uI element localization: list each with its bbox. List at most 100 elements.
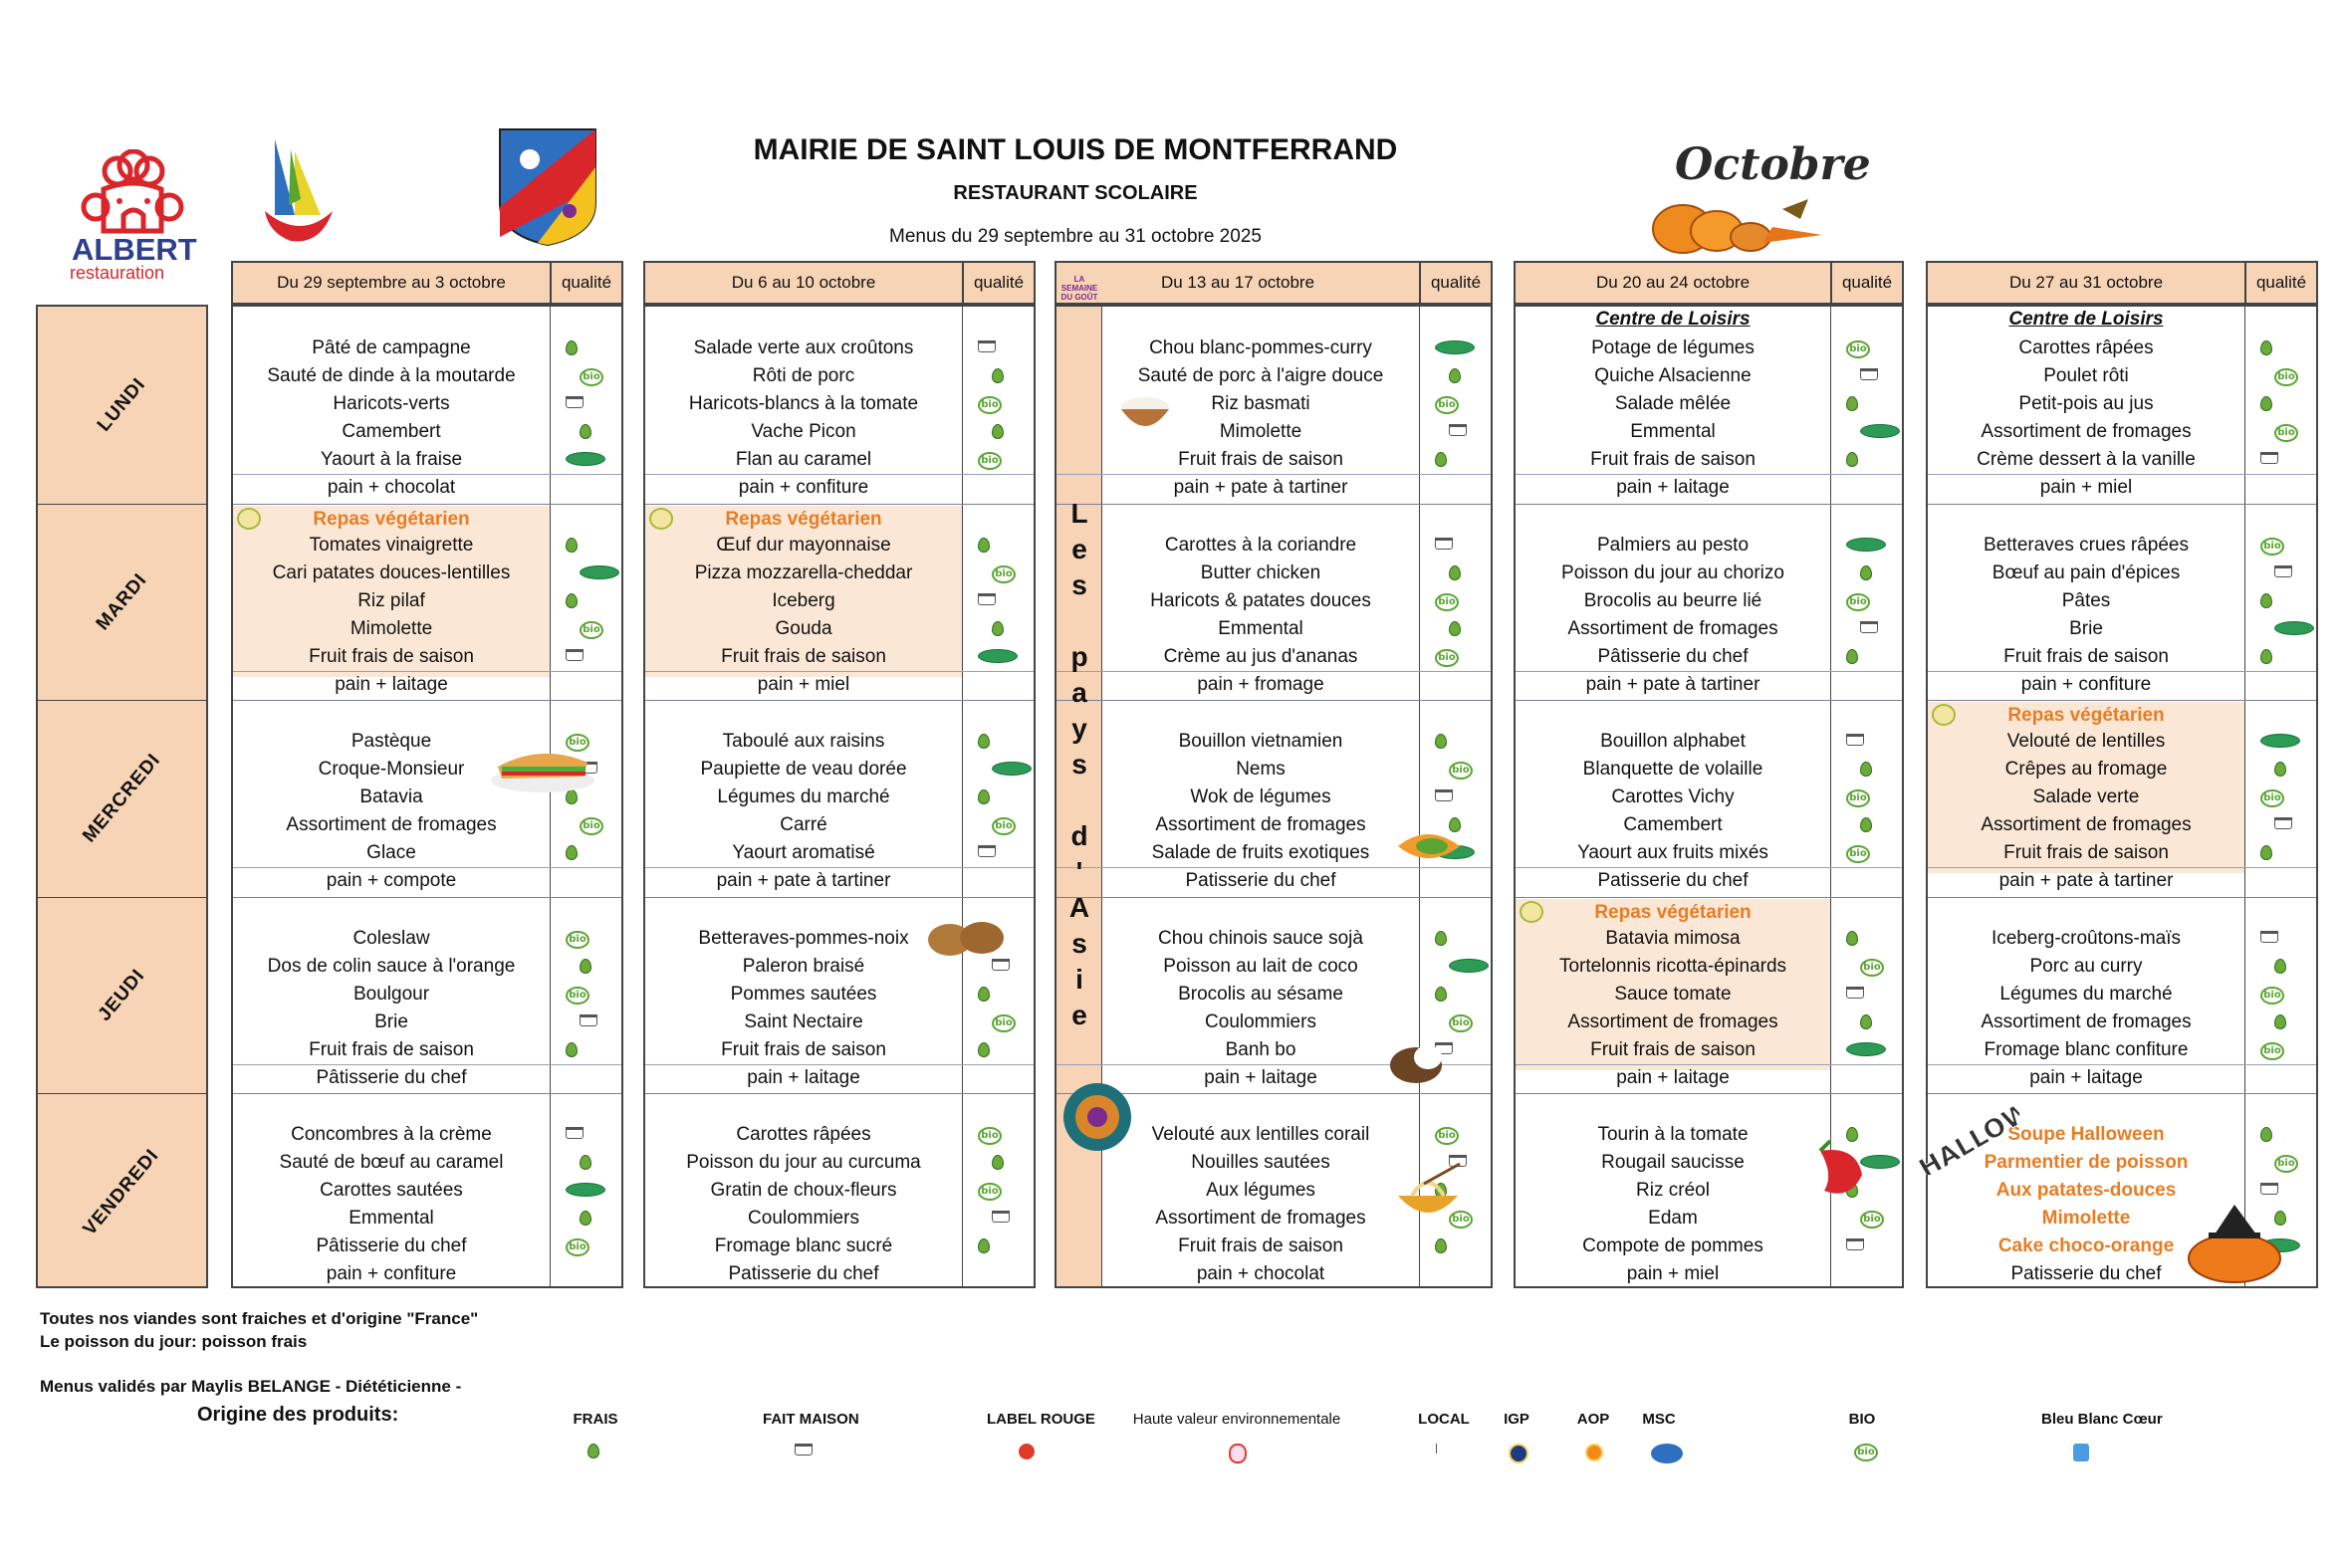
menu-item: Taboulé aux raisins: [722, 731, 885, 753]
legend-maison-icon: [795, 1444, 813, 1456]
day-cell-mardi: MARDI: [38, 503, 206, 701]
pumpkin-icon: [1652, 199, 1822, 254]
menu-item: Quiche Alsacienne: [1594, 365, 1752, 386]
coat-of-arms-logo: [498, 127, 597, 247]
vegetarian-band: [645, 505, 962, 677]
quality-divider: [962, 307, 963, 1286]
frais-icon: [2260, 845, 2272, 861]
menu-item: pain + laitage: [1616, 1066, 1730, 1088]
footer-note-meat: Toutes nos viandes sont fraiches et d'or…: [40, 1309, 479, 1328]
frais-icon: [2274, 1013, 2286, 1029]
menu-item: Brocolis au sésame: [1178, 983, 1343, 1005]
legend-label: Haute valeur environnementale: [1132, 1411, 1341, 1428]
peacock-icon: [1057, 1075, 1137, 1170]
day-separator: [1056, 1093, 1491, 1095]
label-icon: [992, 762, 1032, 777]
menu-item: Assortiment de fromages: [1567, 1010, 1778, 1032]
menu-item: Sauté de bœuf au caramel: [279, 1152, 504, 1174]
menu-item: Croque-Monsieur: [318, 759, 465, 781]
quality-header: qualité: [962, 263, 1034, 303]
fait-maison-icon: [1449, 424, 1467, 436]
theme-letter: s: [1071, 928, 1087, 959]
frais-icon: [1860, 762, 1872, 778]
semaine-du-gout-badge: LA SEMAINE DU GOÛT: [1060, 275, 1098, 302]
legend-label: Bleu Blanc Cœur: [2041, 1411, 2163, 1428]
day-separator: [233, 503, 621, 505]
menu-item: pain + miel: [1626, 1263, 1720, 1285]
menu-item: Carottes râpées: [2018, 337, 2154, 358]
label-icon: [2260, 734, 2300, 749]
day-separator: [645, 700, 1034, 702]
chef-icon: [81, 148, 184, 234]
fait-maison-icon: [1435, 537, 1453, 550]
label-icon: [978, 648, 1018, 663]
fait-maison-icon: [2260, 930, 2278, 943]
theme-letter: d: [1070, 820, 1088, 851]
chili-icon: [1804, 1135, 1874, 1210]
legend-msc-icon: [1651, 1444, 1683, 1463]
rice-bowl-icon: [1115, 393, 1175, 442]
fait-maison-icon: [2260, 1183, 2278, 1196]
bio-icon: bio: [1860, 958, 1884, 977]
menu-item: Fruit frais de saison: [309, 645, 474, 667]
day-separator: [1516, 700, 1902, 702]
bio-icon: bio: [2260, 537, 2284, 556]
menu-item: Bouillon vietnamien: [1178, 731, 1343, 753]
week-body: Centre de Loisirs Potage de légumes bio Qui…: [1514, 305, 1904, 1288]
bio-icon: bio: [1449, 1211, 1473, 1230]
bread-separator: [645, 474, 1034, 475]
label-icon: [1449, 958, 1489, 973]
menu-item: Fruit frais de saison: [1178, 449, 1343, 470]
theme-letter: p: [1070, 641, 1088, 672]
fait-maison-icon: [978, 845, 996, 858]
day-separator: [233, 700, 621, 702]
day-separator: [1928, 700, 2316, 702]
menu-item: Carottes sautées: [320, 1180, 463, 1202]
menu-item: Velouté de lentilles: [2006, 731, 2166, 753]
week-header: Du 29 septembre au 3 octobre qualité: [231, 261, 623, 305]
menu-item: pain + compote: [326, 870, 457, 892]
menu-item: Wok de légumes: [1190, 786, 1331, 808]
menu-item: Palmiers au pesto: [1596, 534, 1750, 556]
menu-item: Pâtes: [2061, 589, 2111, 611]
bread-separator: [233, 1063, 621, 1065]
bio-icon: bio: [1846, 592, 1870, 611]
bio-icon: bio: [1435, 592, 1459, 611]
theme-letter: L: [1070, 498, 1088, 529]
menu-item: Brie: [374, 1010, 408, 1032]
bread-separator: [1516, 670, 1902, 672]
month-word: Octobre: [1675, 139, 1871, 190]
menu-item: Yaourt à la fraise: [320, 449, 463, 470]
menu-item: Rougail saucisse: [1601, 1152, 1745, 1174]
menu-item: Aux patates-douces: [1995, 1180, 2177, 1202]
brand-tagline: restauration: [70, 263, 165, 283]
frais-icon: [1846, 452, 1858, 467]
fait-maison-icon: [2274, 817, 2292, 830]
bio-icon: bio: [1435, 396, 1459, 414]
frais-icon: [2260, 648, 2272, 664]
menu-item: Riz basmati: [1211, 393, 1310, 414]
week-date-label: Du 6 au 10 octobre: [731, 273, 876, 292]
brand-name: ALBERT: [72, 232, 197, 267]
menu-item: Banh bo: [1225, 1038, 1296, 1060]
menu-item: Mimolette: [350, 617, 433, 639]
menu-item: Dos de colin sauce à l'orange: [267, 955, 516, 977]
frais-icon: [1846, 930, 1858, 946]
fait-maison-icon: [978, 340, 996, 352]
menu-item: pain + laitage: [335, 673, 448, 695]
menu-item: Bœuf au pain d'épices: [1992, 561, 2181, 583]
vegetarian-band: [1928, 702, 2244, 874]
sandwich-icon: [488, 737, 597, 801]
frais-icon: [978, 789, 990, 805]
legend-hve-icon: [1229, 1444, 1247, 1463]
menu-item: Tomates vinaigrette: [309, 534, 474, 556]
menu-item: pain + confiture: [326, 1263, 457, 1285]
label-icon: [566, 452, 605, 466]
fait-maison-icon: [978, 592, 996, 605]
menu-item: Batavia: [359, 786, 423, 808]
day-separator: [645, 503, 1034, 505]
fait-maison-icon: [1860, 368, 1878, 380]
fait-maison-icon: [1435, 789, 1453, 802]
week-date-label: Du 20 au 24 octobre: [1595, 273, 1751, 292]
